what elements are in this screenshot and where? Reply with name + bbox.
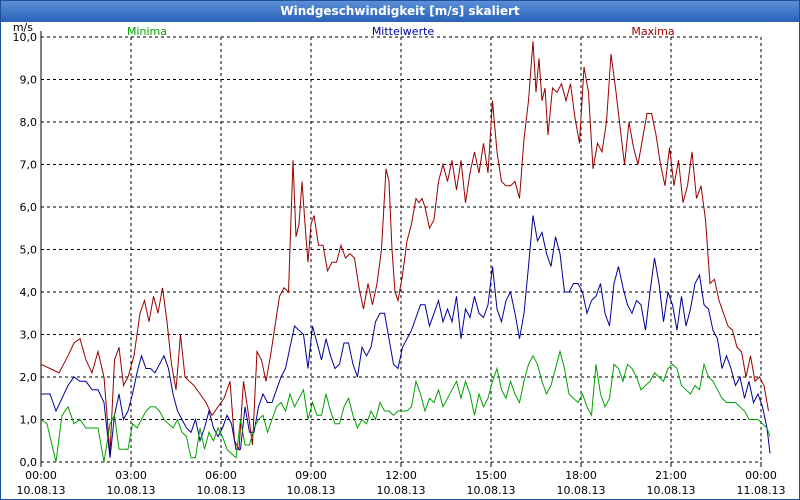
y-tick-label: 3,0 [20,329,38,342]
x-tick-date: 11.08.13 [737,484,786,497]
y-tick-label: 10,0 [13,31,38,44]
series-line-maxima [40,41,769,454]
series-line-mittelwerte [41,215,771,458]
y-tick-label: 2,0 [20,371,38,384]
x-tick-date: 10.08.13 [557,484,606,497]
x-tick-time: 09:00 [295,469,327,482]
y-axis-label: m/s [13,23,33,34]
series-layer [40,41,771,463]
x-tick-time: 03:00 [115,469,147,482]
y-tick-label: 9,0 [20,74,38,87]
x-tick-date: 10.08.13 [647,484,696,497]
x-tick-time: 06:00 [205,469,237,482]
y-tick-label: 4,0 [20,286,38,299]
x-tick-date: 10.08.13 [467,484,516,497]
window-title: Windgeschwindigkeit [m/s] skaliert [1,1,799,22]
y-tick-label: 5,0 [20,244,38,257]
series-line-minima [40,349,771,463]
x-tick-date: 10.08.13 [377,484,426,497]
y-tick-label: 0,0 [20,456,38,469]
x-tick-time: 00:00 [25,469,57,482]
x-tick-date: 10.08.13 [107,484,156,497]
label-layer: 0,0 1,0 2,0 3,0 4,0 5,0 6,0 7,0 8,0 9,0 10,0 00:00 1… [13,23,786,497]
y-tick-label: 8,0 [20,116,38,129]
y-tick-label: 1,0 [20,414,38,427]
x-tick-date: 10.08.13 [197,484,246,497]
legend-maxima: Maxima [631,25,674,38]
y-tick-label: 7,0 [20,159,38,172]
axis-layer [40,31,762,467]
x-tick-time: 21:00 [655,469,687,482]
x-tick-time: 12:00 [385,469,417,482]
x-tick-time: 15:00 [475,469,507,482]
x-tick-time: 00:00 [745,469,777,482]
x-tick-date: 10.08.13 [17,484,66,497]
chart-canvas: 0,0 1,0 2,0 3,0 4,0 5,0 6,0 7,0 8,0 9,0 10,0 00:00 1… [13,23,786,497]
x-tick-date: 10.08.13 [287,484,336,497]
legend-minima: Minima [127,25,167,38]
legend-mittelwerte: Mittelwerte [372,25,435,38]
x-tick-time: 18:00 [565,469,597,482]
grid-layer [40,36,762,463]
y-tick-label: 6,0 [20,201,38,214]
